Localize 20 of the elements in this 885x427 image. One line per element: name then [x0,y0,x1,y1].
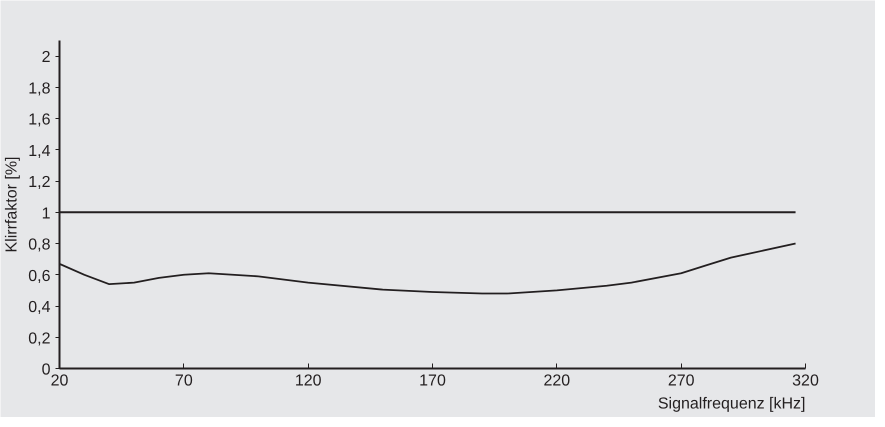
y-axis-title: Klirrfaktor [%] [3,156,20,253]
y-tick-label: 1,2 [28,174,51,192]
y-tick-label: 1,8 [28,80,51,98]
x-tick-label: 20 [50,372,68,390]
y-tick-label: 0 [42,362,51,378]
y-tick-label: 1,6 [28,112,51,129]
y-tick-label: 0,6 [28,268,51,285]
x-tick-label: 170 [419,372,446,390]
y-tick-label: 1,4 [28,142,51,160]
x-tick-label: 320 [792,372,819,390]
x-tick-label: 120 [294,372,322,390]
x-tick-label: 270 [668,372,695,390]
x-tick-label: 70 [174,372,193,390]
y-tick-label: 1 [42,205,51,222]
y-tick-label: 0,4 [28,299,51,316]
y-tick-label: 2 [42,49,51,66]
x-tick-label: 220 [543,372,570,390]
y-tick-label: 0,2 [28,330,51,348]
y-tick-label: 0,8 [28,236,51,254]
x-axis-title: Signalfrequenz [kHz] [658,396,806,412]
